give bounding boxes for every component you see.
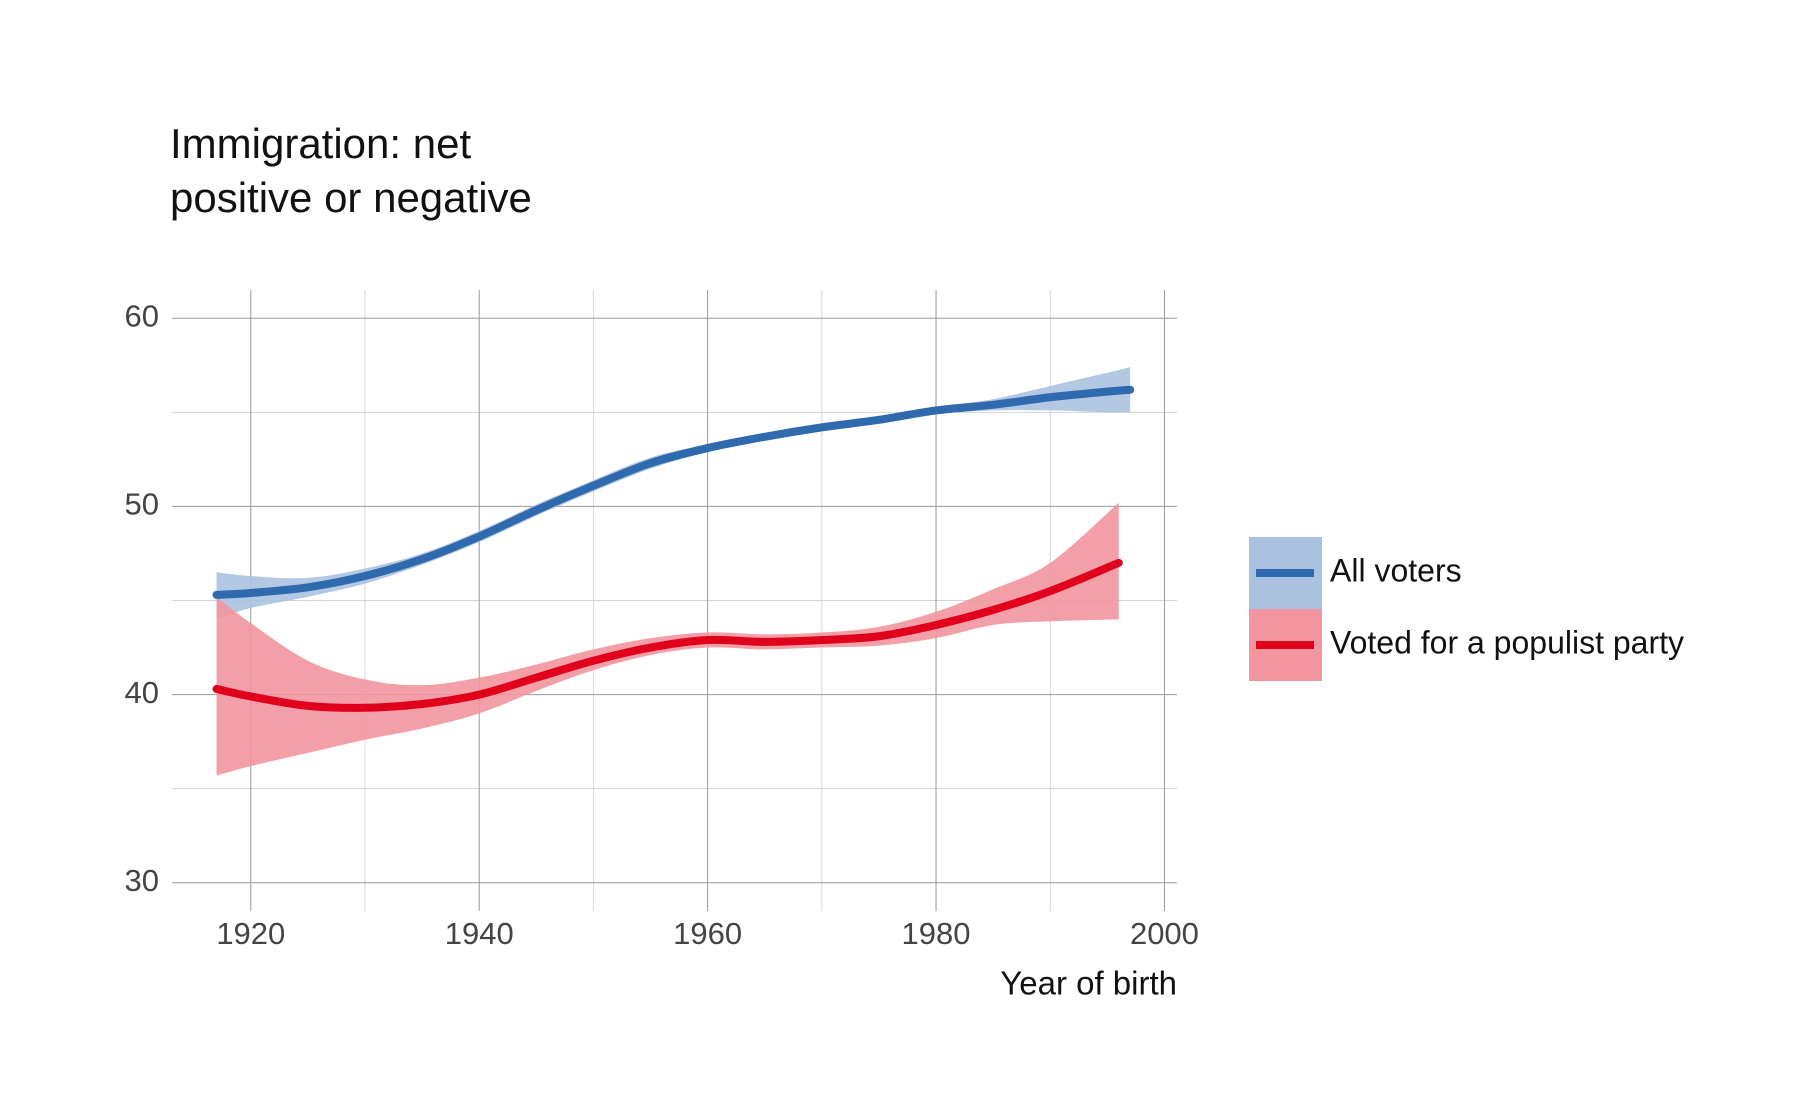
x-tick-label: 1980	[902, 916, 971, 951]
line	[212, 558, 1123, 712]
chart-title: Immigration: net	[170, 120, 471, 167]
x-axis-label: Year of birth	[1000, 965, 1177, 1002]
x-tick-label: 1920	[216, 916, 285, 951]
confidence-band	[216, 502, 1119, 776]
legend-label: All voters	[1330, 552, 1462, 588]
x-tick-label: 1960	[673, 916, 742, 951]
y-tick-label: 40	[125, 675, 159, 710]
legend-label: Voted for a populist party	[1330, 624, 1684, 660]
y-tick-label: 50	[125, 487, 159, 522]
line	[212, 385, 1135, 599]
y-tick-label: 60	[125, 298, 159, 333]
chart-title: positive or negative	[170, 174, 532, 221]
x-tick-label: 1940	[445, 916, 514, 951]
y-tick-label: 30	[125, 863, 159, 898]
confidence-band	[216, 367, 1131, 620]
x-tick-label: 2000	[1130, 916, 1199, 951]
